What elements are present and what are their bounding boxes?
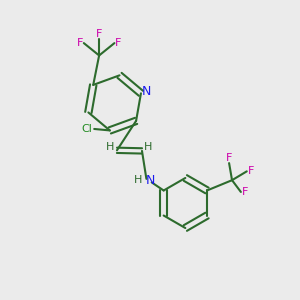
Text: N: N [142, 85, 151, 98]
Text: H: H [106, 142, 115, 152]
Text: F: F [248, 166, 254, 176]
Text: F: F [116, 38, 122, 48]
Text: F: F [226, 153, 232, 163]
Text: N: N [146, 174, 155, 187]
Text: F: F [96, 29, 102, 39]
Text: Cl: Cl [82, 124, 93, 134]
Text: F: F [242, 187, 248, 197]
Text: F: F [76, 38, 83, 48]
Text: H: H [134, 175, 142, 185]
Text: H: H [144, 142, 153, 152]
